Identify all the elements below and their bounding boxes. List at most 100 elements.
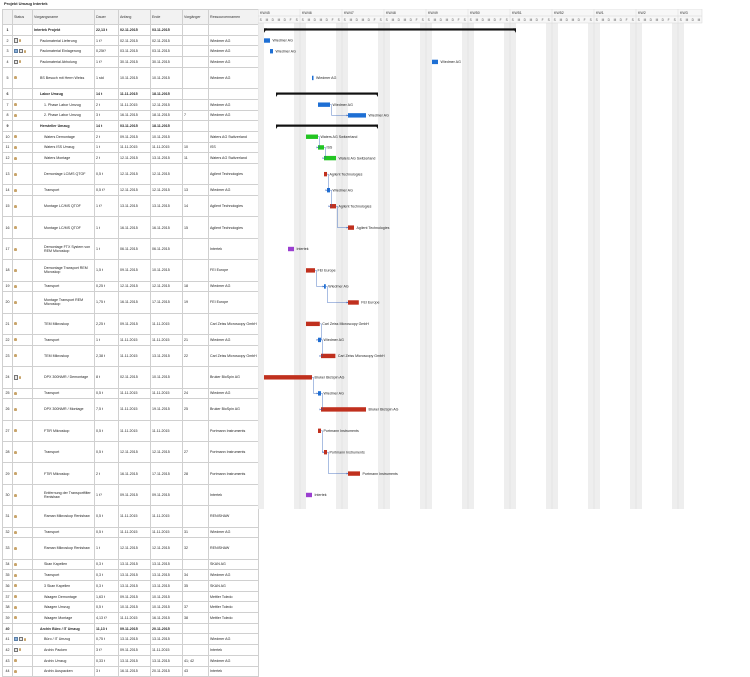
resource-person-icon[interactable] (14, 301, 17, 305)
table-row[interactable]: 17 Demontage FTX System von REM Microskop… (2, 237, 259, 261)
table-row[interactable]: 35 Transport 0,3 t 13.11.2015 13.11.2015 34 Wi… (2, 569, 259, 582)
resource-person-icon[interactable] (14, 472, 17, 476)
table-row[interactable]: 37 Waagen Demontage 1,63 t 09.11.2015 10.11.… (2, 590, 259, 603)
resource-person-icon[interactable] (14, 145, 17, 149)
task-bar[interactable] (348, 113, 366, 118)
task-bar[interactable] (330, 204, 336, 209)
resource-person-icon[interactable] (14, 135, 17, 139)
resource-person-icon[interactable] (14, 595, 17, 599)
task-bar[interactable] (348, 300, 359, 305)
task-bar[interactable] (324, 155, 336, 161)
table-row[interactable]: 44 Archiv Auspacken 3 t 16.11.2015 20.11.201… (2, 665, 259, 677)
resource-person-icon[interactable] (14, 338, 17, 342)
task-bar[interactable] (306, 134, 318, 139)
summary-bar[interactable] (276, 92, 378, 95)
table-row[interactable]: 18 Demontage Transport REM Microskop 1,5 t… (2, 259, 259, 282)
table-row[interactable]: 39 Waagen Montage 4,13 t? 11.11.2015 16.11.2… (2, 612, 259, 624)
column-header-predecessors[interactable]: Vorgänger (182, 9, 209, 25)
table-row[interactable]: 26 DPX 300NMR / Montage 7,5 t 11.11.2015 19.… (2, 398, 259, 421)
table-row[interactable]: 42 Archiv Packen 3 t? 09.11.2015 11.11.2015 I… (2, 644, 259, 656)
resource-person-icon[interactable] (14, 659, 17, 663)
resource-person-icon[interactable] (14, 429, 17, 433)
table-row[interactable]: 12 Waters Montage 2 t 12.11.2015 13.11.2015 1… (2, 152, 259, 164)
resource-person-icon[interactable] (14, 616, 17, 620)
resource-person-icon[interactable] (14, 204, 17, 208)
resource-person-icon[interactable] (14, 450, 17, 454)
table-row[interactable]: 36 3 Skan Kapellen 0,3 t 13.11.2015 13.11.20… (2, 580, 259, 592)
task-bar[interactable] (324, 449, 327, 455)
note-icon[interactable] (14, 49, 19, 54)
table-row[interactable]: 1 Intertek Projekt 22,13 t 02.11.2015 03.11.… (2, 24, 259, 36)
table-row[interactable]: 23 TEM Mikroskop 2,38 t 11.11.2015 13.11.201… (2, 344, 259, 368)
task-bar[interactable] (324, 171, 327, 177)
task-bar[interactable] (264, 38, 270, 43)
table-row[interactable]: 24 DPX 300NMR / Demontage 8 t 02.11.2015 10.… (2, 366, 259, 389)
table-row[interactable]: 25 Transport 0,5 t 11.11.2015 11.11.2015 24 Wi… (2, 387, 259, 400)
table-row[interactable]: 5 BS Besuch mit Herrn Weiss 1 std 10.11.201… (2, 66, 259, 90)
resource-person-icon[interactable] (14, 247, 17, 251)
table-row[interactable]: 19 Transport 0,25 t 12.11.2015 12.11.2015 18 W… (2, 280, 259, 293)
calendar-icon[interactable] (18, 637, 24, 642)
resource-person-icon[interactable] (14, 268, 17, 272)
table-row[interactable]: 32 Transport 0,5 t 11.11.2015 11.11.2015 31 Wi… (2, 526, 259, 539)
table-row[interactable]: 4 Packmaterial Abholung 1 t? 30.11.2015 30.1… (2, 56, 259, 68)
column-header-start[interactable]: Anfang (118, 9, 151, 25)
task-bar[interactable] (348, 471, 360, 476)
table-row[interactable]: 8 2. Phase Labor Umzug 3 t 16.11.2015 18.11.… (2, 109, 259, 122)
task-bar[interactable] (306, 321, 320, 327)
table-row[interactable]: 29 FTIR Mikroskop 2 t 16.11.2015 17.11.2015 2… (2, 462, 259, 485)
table-row[interactable]: 31 Raman Mikroskop Renishaw 0,5 t 11.11.201… (2, 505, 259, 528)
table-row[interactable]: 6 Labor Umzug 14 t 11.11.2015 18.11.2015 (2, 88, 259, 100)
task-bar[interactable] (318, 145, 324, 150)
resource-person-icon[interactable] (14, 188, 17, 192)
resource-person-icon[interactable] (14, 573, 17, 577)
task-bar[interactable] (306, 268, 315, 273)
resource-person-icon[interactable] (18, 60, 22, 64)
resource-person-icon[interactable] (14, 546, 17, 550)
table-row[interactable]: 10 Waters Demontage 2 t 09.11.2015 10.11.201… (2, 130, 259, 143)
table-row[interactable]: 21 TEM Mikroskop 2,25 t 09.11.2015 11.11.201… (2, 312, 259, 336)
calendar-icon[interactable] (18, 49, 24, 54)
resource-person-icon[interactable] (23, 49, 27, 53)
resource-person-icon[interactable] (18, 39, 22, 43)
resource-person-icon[interactable] (14, 563, 17, 567)
task-bar[interactable] (321, 353, 336, 359)
table-row[interactable]: 28 Transport 0,5 t 12.11.2015 12.11.2015 27 Po… (2, 440, 259, 464)
column-header-resources[interactable]: Ressourcennamen (208, 9, 259, 25)
resource-person-icon[interactable] (14, 354, 17, 358)
resource-person-icon[interactable] (14, 530, 17, 534)
task-bar[interactable] (348, 225, 354, 230)
task-bar[interactable] (321, 407, 366, 412)
summary-bar[interactable] (264, 28, 516, 31)
table-row[interactable]: 22 Transport 1 t 11.11.2015 11.11.2015 21 Wied… (2, 334, 259, 346)
task-bar[interactable] (318, 391, 321, 396)
table-row[interactable]: 38 Waagen Umzug 0,5 t 10.11.2015 10.11.2015 3… (2, 601, 259, 614)
task-bar[interactable] (264, 375, 312, 380)
task-bar[interactable] (318, 102, 330, 107)
column-header-name[interactable]: Vorgangsname (32, 9, 95, 25)
table-row[interactable]: 9 Hersteller Umzug 14 t 03.11.2015 18.11.201… (2, 120, 259, 132)
table-row[interactable]: 33 Raman Mikroskop Renishaw 1 t 12.11.2015 1… (2, 537, 259, 560)
resource-person-icon[interactable] (14, 605, 17, 609)
table-row[interactable]: 3 Packmaterial Einlagerung 0,25t? 03.11.201… (2, 45, 259, 58)
resource-person-icon[interactable] (14, 76, 17, 80)
column-header-end[interactable]: Ende (150, 9, 183, 25)
task-bar[interactable] (432, 59, 438, 65)
table-row[interactable]: 11 Waters ISS Umzug 1 t 11.11.2015 11.11.201… (2, 141, 259, 154)
resource-person-icon[interactable] (14, 172, 17, 176)
table-row[interactable]: 43 Archiv Umzug 0,33 t 13.11.2015 13.11.2015… (2, 654, 259, 667)
table-row[interactable]: 41 Büro / IT Umzug 0,75 t 13.11.2015 13.11.2… (2, 633, 259, 646)
resource-person-icon[interactable] (14, 584, 17, 588)
column-header-id[interactable] (2, 9, 13, 25)
task-bar[interactable] (318, 428, 321, 434)
resource-person-icon[interactable] (14, 284, 17, 288)
table-row[interactable]: 16 Montage LC/MS QTOF 1 t 16.11.2015 16.11.2… (2, 216, 259, 239)
resource-person-icon[interactable] (14, 493, 17, 497)
table-row[interactable]: 27 FTIR Mikroskop 0,5 t 11.11.2015 11.11.201… (2, 419, 259, 443)
resource-person-icon[interactable] (18, 648, 22, 652)
resource-person-icon[interactable] (14, 322, 17, 326)
resource-person-icon[interactable] (23, 637, 27, 641)
table-row[interactable]: 7 1. Phase Labor Umzug 2 t 11.11.2015 12.11.… (2, 98, 259, 111)
table-row[interactable]: 30 Entfernung der Transportfilter Renisha… (2, 483, 259, 507)
